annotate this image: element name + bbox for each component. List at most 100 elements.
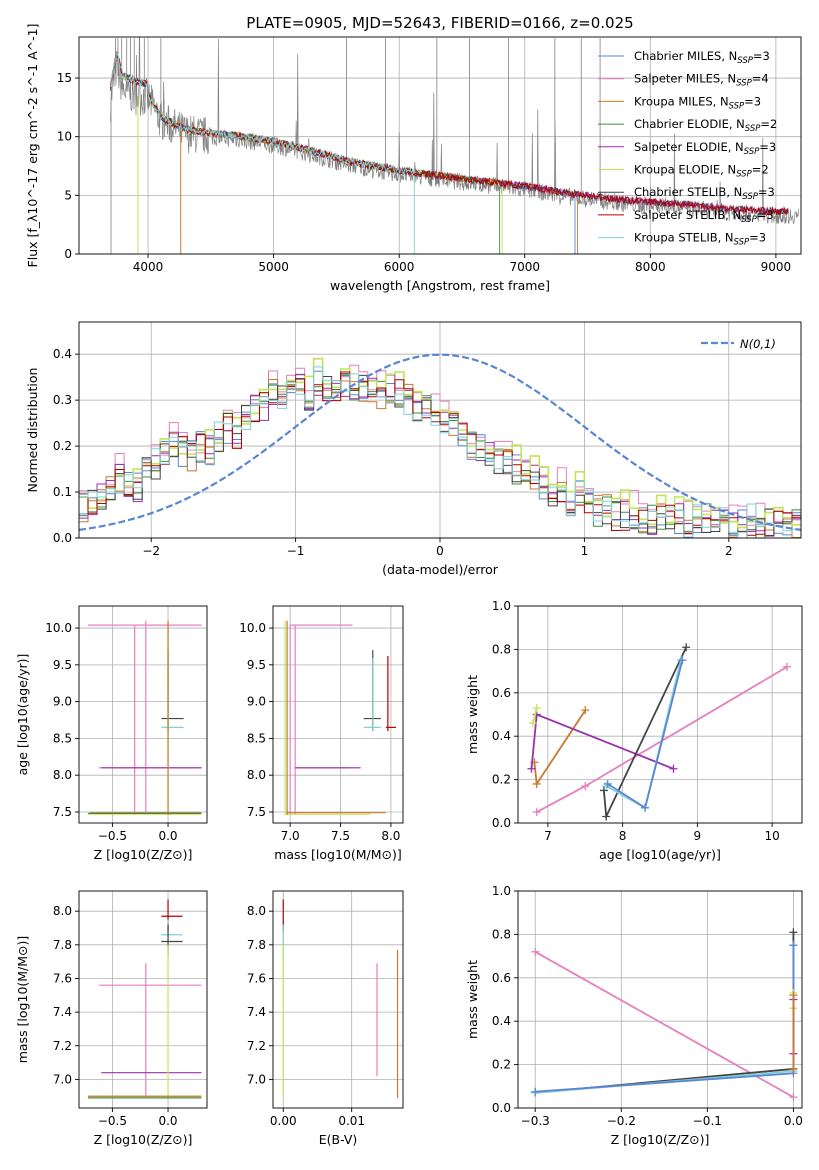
y-tick-label: 0.4 (53, 347, 72, 361)
y-tick-label: 1.0 (492, 884, 511, 898)
weight-point (527, 764, 536, 773)
weight-point (641, 803, 650, 812)
weight_vs_age-panel: 7 8 9 10 0.0 0.2 0.4 0.6 0.8 1.0 age [log10(age/yr… (465, 599, 803, 862)
age_vs_mass-panel: 7.0 7.5 8.0 7.5 8.0 8.5 9.0 9.5 10.0 mass [log10(… (239, 605, 404, 862)
x-tick-label: 8 (619, 829, 627, 843)
axes-frame (78, 605, 208, 824)
y-axis-label: mass weight (465, 675, 480, 754)
x-tick-label: 8.0 (381, 829, 400, 843)
y-tick-label: 7.4 (53, 1005, 72, 1019)
y-tick-label: 8.0 (53, 904, 72, 918)
weight-point (532, 808, 541, 817)
model-fit-line (109, 53, 789, 216)
y-tick-label: 0.6 (492, 971, 511, 985)
y-tick-label: 8.5 (53, 731, 72, 745)
x-tick-label: −0.3 (521, 1114, 550, 1128)
x-tick-label: 8000 (635, 260, 666, 274)
y-tick-label: 0.4 (492, 1014, 511, 1028)
y-tick-label: 0.1 (53, 485, 72, 499)
y-tick-label: 0.8 (492, 642, 511, 656)
weight-line (535, 945, 795, 1093)
y-axis-label: Flux [f_λ10^-17 erg cm^-2 s^-1 A^-1] (25, 24, 40, 268)
axes-frame (272, 890, 404, 1109)
y-tick-label: 9.0 (247, 695, 266, 709)
y-tick-label: 15 (57, 71, 72, 85)
x-axis-label: (data-model)/error (382, 562, 499, 577)
y-tick-label: 7.5 (247, 805, 266, 819)
y-axis-label: mass weight (465, 960, 480, 1039)
weight-point (581, 782, 590, 791)
x-tick-label: −1 (287, 544, 305, 558)
y-tick-label: 10 (57, 130, 72, 144)
y-tick-label: 7.5 (53, 805, 72, 819)
weight-point (602, 812, 611, 821)
y-tick-label: 8.5 (247, 731, 266, 745)
mass_vs_Z-panel: −0.5 0.0 7.0 7.2 7.4 7.6 7.8 8.0 Z [log10(Z/Z⊙)]… (15, 890, 208, 1147)
weight-point (599, 786, 608, 795)
histogram-step-line (79, 358, 801, 526)
chart-title: PLATE=0905, MJD=52643, FIBERID=0166, z=0… (246, 14, 633, 32)
y-tick-label: 8.0 (247, 904, 266, 918)
y-axis-label: mass [log10(M/M⊙)] (15, 936, 30, 1064)
legend-entry: Chabrier STELIB, NSSP=3 (634, 185, 775, 202)
y-tick-label: 7.2 (247, 1039, 266, 1053)
y-tick-label: 5 (64, 188, 72, 202)
y-tick-label: 7.4 (247, 1005, 266, 1019)
y-tick-label: 0 (64, 247, 72, 261)
y-tick-label: 7.6 (247, 971, 266, 985)
y-tick-label: 0.2 (53, 439, 72, 453)
y-tick-label: 9.5 (247, 658, 266, 672)
spectrum-plot-area (109, 37, 799, 254)
y-tick-label: 1.0 (492, 599, 511, 613)
x-tick-label: 0.0 (784, 1114, 803, 1128)
x-tick-label: −0.5 (98, 1114, 127, 1128)
legend: Chabrier MILES, NSSP=3 Salpeter MILES, NS… (598, 49, 777, 248)
weight-point (678, 656, 687, 665)
axes-frame (78, 890, 208, 1109)
y-axis-label: Normed distribution (25, 368, 40, 493)
x-axis-label: age [log10(age/yr)] (599, 847, 721, 862)
y-tick-label: 0.3 (53, 393, 72, 407)
x-tick-label: −0.2 (607, 1114, 636, 1128)
weight-point (789, 928, 798, 937)
weight-point (789, 1093, 798, 1102)
weight-line (535, 945, 795, 1094)
legend-entry: Kroupa STELIB, NSSP=3 (634, 231, 766, 248)
model-fit-line (110, 53, 415, 175)
weight-point (603, 779, 612, 788)
y-tick-label: 0.2 (492, 773, 511, 787)
age_vs_Z-panel: −0.5 0.0 7.5 8.0 8.5 9.0 9.5 10.0 Z [log10(Z/Z⊙)… (15, 605, 208, 862)
legend-entry: Salpeter ELODIE, NSSP=3 (634, 140, 776, 157)
weight-line (535, 932, 795, 1094)
y-tick-label: 0.4 (492, 729, 511, 743)
age_vs_Z-plot-area (87, 620, 202, 815)
x-tick-label: 7 (544, 829, 552, 843)
weight-point (669, 764, 678, 773)
weight-point (789, 941, 798, 950)
y-tick-label: 0.0 (492, 1101, 511, 1115)
x-tick-label: 0.0 (158, 829, 177, 843)
x-tick-label: 7000 (509, 260, 540, 274)
x-tick-label: 9 (694, 829, 702, 843)
y-tick-label: 7.8 (53, 938, 72, 952)
legend-entry: Chabrier ELODIE, NSSP=2 (634, 117, 777, 134)
x-tick-label: 0.01 (338, 1114, 365, 1128)
weight-point (789, 1064, 798, 1073)
axes-frame (517, 890, 803, 1109)
x-axis-label: Z [log10(Z/Z⊙)] (94, 847, 193, 862)
x-axis-label: Z [log10(Z/Z⊙)] (94, 1132, 193, 1147)
x-axis-label: wavelength [Angstrom, rest frame] (330, 278, 550, 293)
legend-entry: N(0,1) (740, 337, 776, 351)
weight_vs_age-plot-area (527, 643, 792, 821)
axes-frame (517, 605, 803, 824)
legend-entry: Salpeter STELIB, NSSP=3 (634, 208, 774, 225)
y-tick-label: 0.2 (492, 1058, 511, 1072)
residual_hist-panel: −2 −1 0 1 2 0.0 0.1 0.2 0.3 0.4 (data-model)/error… (25, 321, 802, 577)
y-tick-label: 10.0 (239, 621, 266, 635)
x-tick-label: −0.1 (693, 1114, 722, 1128)
weight-point (581, 706, 590, 715)
age_vs_mass-plot-area (284, 620, 396, 815)
y-tick-label: 7.0 (247, 1072, 266, 1086)
weight-point (531, 947, 540, 956)
x-tick-label: 2 (725, 544, 733, 558)
